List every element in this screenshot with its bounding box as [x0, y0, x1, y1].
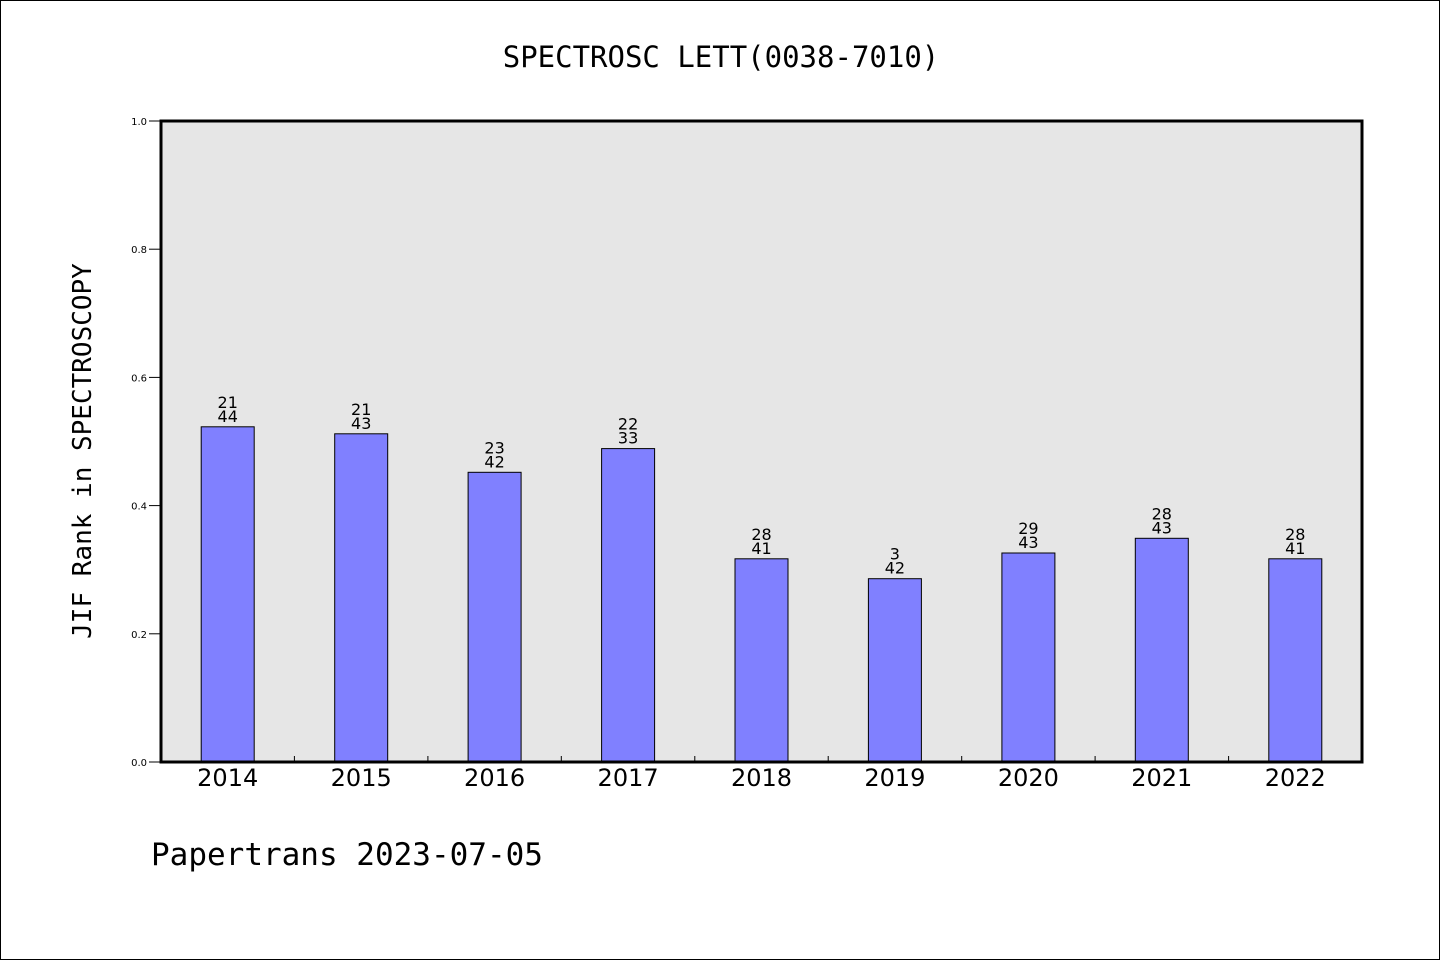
bar-rank-label: 3 [890, 545, 900, 564]
bar-2021 [1134, 537, 1189, 763]
bar-2016 [467, 471, 522, 763]
bar-2020 [1001, 552, 1056, 763]
x-tick-label: 2015 [331, 764, 392, 792]
x-tick-label: 2022 [1265, 764, 1326, 792]
footer-note: Papertrans 2023-07-05 [151, 837, 543, 873]
x-tick-label: 2021 [1131, 764, 1192, 792]
bar-total-label: 41 [1285, 539, 1305, 558]
y-tick-label: 0.4 [131, 502, 147, 513]
bar-rank-label: 21 [351, 400, 371, 419]
bar-rank-label: 21 [218, 393, 238, 412]
y-tick-label: 0.6 [131, 373, 147, 384]
y-tick-label: 0.8 [131, 245, 147, 256]
x-tick-label: 2014 [197, 764, 258, 792]
x-tick-label: 2017 [598, 764, 659, 792]
bar-2022 [1268, 558, 1323, 763]
ticks-layer: 2014 2015 2016 2017 2018 2019 2020 2021 2022 0.0 0… [131, 117, 1326, 792]
plot-frame [159, 119, 1364, 764]
bar-2014 [200, 426, 255, 763]
bar-rank-label: 28 [1285, 525, 1305, 544]
bar-total-label: 43 [1152, 518, 1172, 537]
bar-total-label: 43 [1018, 533, 1038, 552]
y-axis-label: JIF Rank in SPECTROSCOPY [68, 263, 98, 639]
bar-rank-label: 23 [484, 438, 504, 457]
bar-rank-label: 29 [1018, 519, 1038, 538]
y-tick-label: 0.0 [131, 758, 147, 769]
x-tick-label: 2018 [731, 764, 792, 792]
bar-total-label: 42 [885, 559, 905, 578]
bar-2018 [734, 558, 789, 763]
x-tick-label: 2016 [464, 764, 525, 792]
bar-rank-label: 28 [1152, 504, 1172, 523]
bar-rank-label: 22 [618, 415, 638, 434]
x-tick-label: 2020 [998, 764, 1059, 792]
bar-total-label: 33 [618, 429, 638, 448]
y-tick-label: 0.2 [131, 630, 147, 641]
bar-2015 [334, 433, 389, 763]
bar-total-label: 41 [751, 539, 771, 558]
bar-2019 [867, 578, 922, 763]
bar-total-label: 43 [351, 414, 371, 433]
bar-rank-label: 28 [751, 525, 771, 544]
chart-title: SPECTROSC LETT(0038-7010) [503, 40, 940, 74]
bar-total-label: 44 [218, 407, 238, 426]
x-tick-label: 2019 [864, 764, 925, 792]
bar-total-label: 42 [484, 452, 504, 471]
bar-2017 [601, 448, 656, 763]
y-tick-label: 1.0 [131, 117, 147, 128]
